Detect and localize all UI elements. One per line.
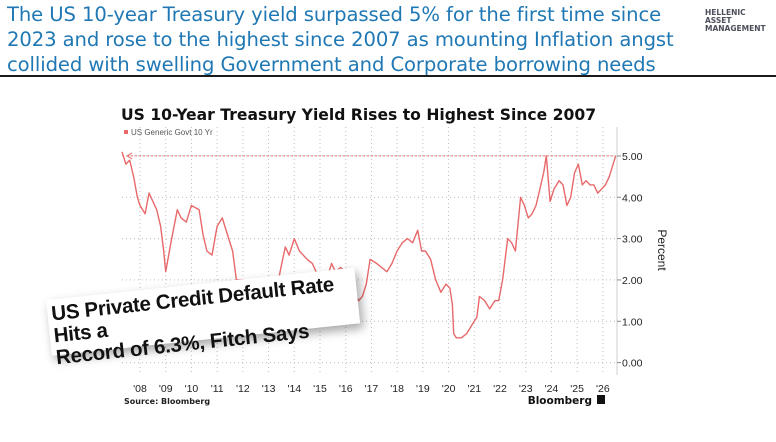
logo-line: ASSET	[705, 16, 732, 26]
headline-line: collided with swelling Government and Co…	[7, 53, 656, 76]
y-tick-label: 4.00	[622, 192, 643, 204]
brand-label: Bloomberg	[528, 395, 592, 407]
header-divider	[0, 75, 776, 77]
x-tick-label: '24	[545, 383, 559, 395]
series-line	[121, 151, 617, 339]
y-tick-label: 5.00	[622, 151, 643, 163]
logo-line: MANAGEMENT	[705, 24, 766, 34]
x-tick-label: '20	[442, 383, 456, 395]
x-tick-label: '11	[211, 383, 224, 395]
x-tick-label: '18	[390, 383, 404, 395]
x-tick-label: '25	[570, 383, 584, 395]
bloomberg-icon	[597, 395, 605, 404]
x-tick-label: '19	[416, 383, 430, 395]
x-tick-label: '12	[236, 383, 250, 395]
logo-line: HELLENIC	[705, 8, 746, 17]
headline-line: The US 10-year Treasury yield surpassed …	[7, 3, 662, 26]
x-tick-label: '13	[262, 383, 276, 395]
y-axis-label: Percent	[655, 229, 669, 271]
logo: HELLENIC ASSET MANAGEMENT	[705, 8, 766, 34]
reference-arrow	[126, 152, 133, 160]
x-tick-label: '21	[467, 383, 481, 395]
x-tick-label: '23	[519, 383, 533, 395]
x-tick-label: '14	[287, 383, 301, 395]
y-tick-label: 1.00	[622, 316, 643, 328]
legend-label: US Generic Govt 10 Yr	[131, 128, 213, 137]
y-tick-label: 3.00	[622, 234, 643, 246]
x-tick-label: '09	[159, 383, 173, 395]
legend-swatch	[124, 130, 128, 134]
source-note: Source: Bloomberg	[124, 397, 210, 406]
x-tick-label: '08	[133, 383, 147, 395]
x-tick-label: '15	[313, 383, 327, 395]
x-tick-label: '22	[493, 383, 507, 395]
headline-line: 2023 and rose to the highest since 2007 …	[7, 28, 674, 51]
chart-title: US 10-Year Treasury Yield Rises to Highe…	[121, 106, 596, 124]
x-tick-label: '10	[185, 383, 199, 395]
headline: The US 10-year Treasury yield surpassed …	[7, 2, 697, 77]
x-tick-label: '16	[339, 383, 353, 395]
y-tick-label: 0.00	[622, 358, 643, 370]
y-tick-label: 2.00	[622, 275, 643, 287]
x-tick-label: '26	[596, 383, 610, 395]
x-tick-label: '17	[365, 383, 379, 395]
